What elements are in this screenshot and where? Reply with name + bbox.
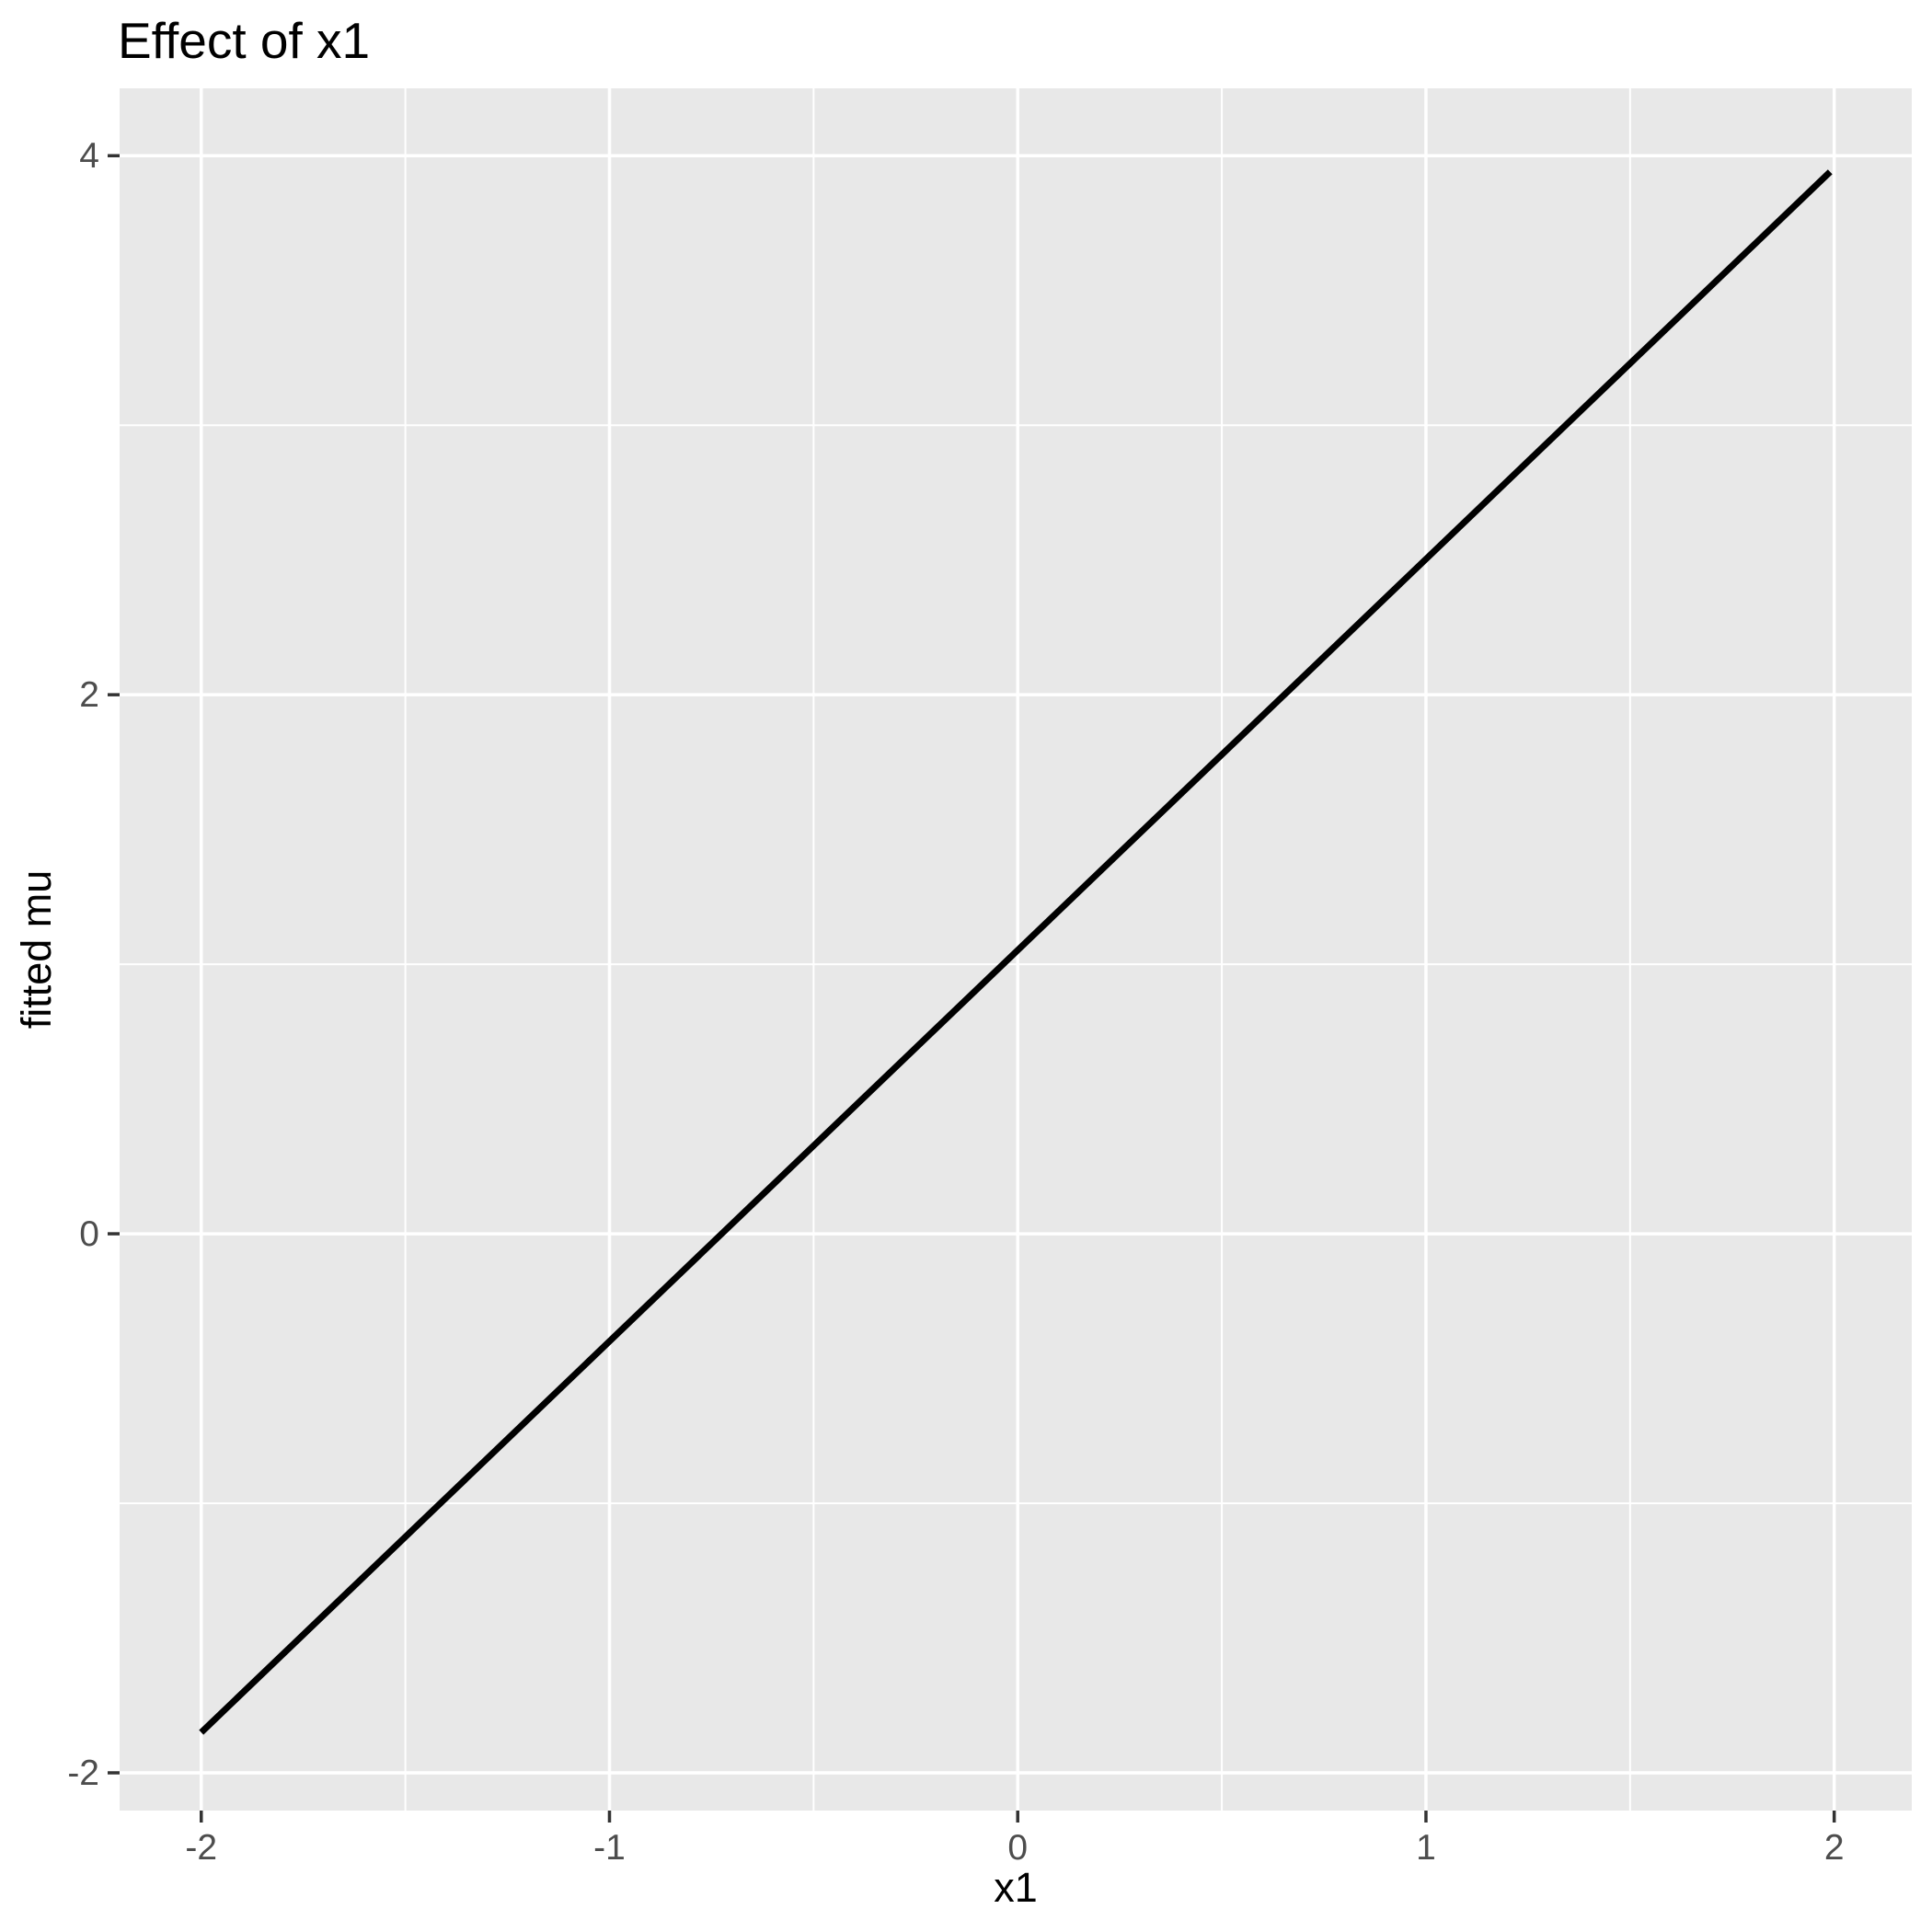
fitted-line: [199, 169, 1833, 1735]
y-tick-label: 0: [79, 1214, 99, 1254]
y-tick-label: -2: [67, 1754, 99, 1793]
x-axis-title: x1: [994, 1864, 1038, 1911]
x-tick-label: -2: [185, 1828, 217, 1868]
y-axis-title: fitted mu: [13, 869, 60, 1029]
y-tick-label: 4: [79, 136, 99, 176]
x-tick-label: 1: [1416, 1828, 1436, 1868]
x-tick-label: -1: [593, 1828, 626, 1868]
y-tick-label: 2: [79, 675, 99, 715]
x-tick-label: 0: [1007, 1828, 1028, 1868]
plot-title: Effect of x1: [118, 12, 371, 69]
x-tick-label: 2: [1824, 1828, 1845, 1868]
